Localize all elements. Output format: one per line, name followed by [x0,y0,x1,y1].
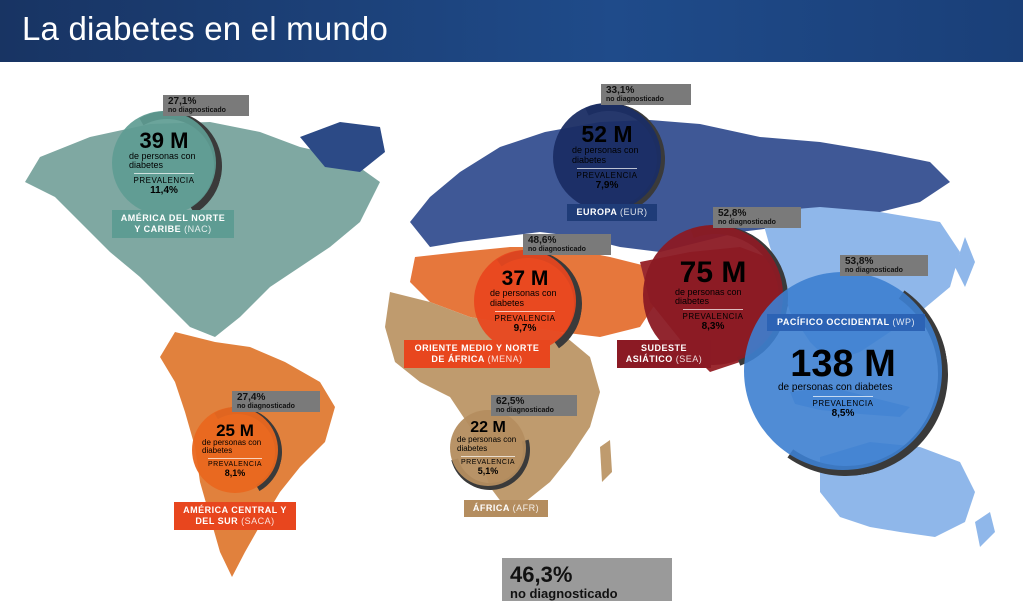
afr-undiagnosed-pct: 62,5% [496,396,525,407]
mena-prevalence-value: 9,7% [513,322,537,334]
sea-region-label: SUDESTE ASIÁTICO (SEA) [617,340,711,368]
nac-count: 39 M [139,127,189,153]
sea-prevalence-value: 8,3% [701,321,725,333]
eur-undiagnosed-label: no diagnosticado [606,96,664,103]
saca-count: 25 M [216,420,254,440]
eur-count: 52 M [581,121,633,148]
saca-region-name: AMÉRICA CENTRAL Y DEL SUR [183,505,287,526]
sea-undiagnosed-badge: 52,8% no diagnosticado [713,207,801,228]
mena-region-code: (MENA) [487,353,523,364]
nac-desc: de personas con diabetes [129,150,196,170]
wp-undiagnosed-badge: 53,8% no diagnosticado [840,255,928,276]
wp-undiagnosed-pct: 53,8% [845,256,874,267]
wp-prevalence-label: PREVALENCIA [812,396,874,408]
saca-region-label: AMÉRICA CENTRAL Y DEL SUR (SACA) [174,502,296,530]
map-madagascar [600,440,612,482]
saca-desc: de personas con diabetes [202,437,262,455]
saca-undiagnosed-label: no diagnosticado [237,403,295,410]
eur-prevalence-value: 7,9% [595,179,619,191]
afr-count: 22 M [470,419,506,437]
map-greenland [300,122,385,172]
nac-bubble: 39 M de personas con diabetes PREVALENCI… [112,111,216,215]
saca-region-code: (SACA) [241,515,275,526]
wp-region-label: PACÍFICO OCCIDENTAL (WP) [767,314,925,331]
mena-undiagnosed-label: no diagnosticado [528,246,586,253]
mena-desc: de personas con diabetes [490,288,557,308]
mena-prevalence-label: PREVALENCIA [494,310,556,323]
eur-region-code: (EUR) [620,207,648,217]
sea-count: 75 M [679,255,747,289]
afr-region-label: ÁFRICA (AFR) [464,500,548,517]
sea-desc: de personas con diabetes [675,286,742,306]
wp-undiagnosed-label: no diagnosticado [845,267,903,274]
nac-region-code: (NAC) [184,223,212,234]
saca-prevalence-value: 8,1% [224,468,246,479]
map-new-zealand [975,512,995,547]
global-undiagnosed-box: 46,3% no diagnosticado [502,558,672,601]
eur-desc: de personas con diabetes [572,145,639,165]
wp-region-code: (WP) [892,317,915,327]
nac-prevalence-value: 11,4% [150,185,178,197]
global-undiagnosed-label: no diagnosticado [510,586,618,601]
eur-undiagnosed-pct: 33,1% [606,85,635,96]
nac-prevalence-label: PREVALENCIA [133,173,195,185]
saca-prevalence-label: PREVALENCIA [208,458,262,468]
afr-region-code: (AFR) [512,503,540,513]
page-title: La diabetes en el mundo [22,10,389,47]
mena-undiagnosed-pct: 48,6% [528,235,557,246]
nac-undiagnosed-badge: 27,1% no diagnosticado [163,95,249,116]
sea-undiagnosed-label: no diagnosticado [718,219,776,226]
wp-region-name: PACÍFICO OCCIDENTAL [776,317,890,327]
header-bar: La diabetes en el mundo [0,0,1023,62]
eur-undiagnosed-badge: 33,1% no diagnosticado [601,84,691,105]
sea-region-code: (SEA) [675,353,703,364]
afr-undiagnosed-badge: 62,5% no diagnosticado [491,395,577,416]
afr-bubble: 22 M de personas con diabetes PREVALENCI… [450,410,526,486]
mena-undiagnosed-badge: 48,6% no diagnosticado [523,234,611,255]
afr-desc: de personas con diabetes [457,435,517,453]
global-undiagnosed-pct: 46,3% [510,562,573,587]
nac-undiagnosed-pct: 27,1% [168,96,197,107]
eur-region-label: EUROPA (EUR) [567,204,657,221]
afr-undiagnosed-label: no diagnosticado [496,407,554,414]
nac-undiagnosed-label: no diagnosticado [168,107,226,114]
wp-prevalence-value: 8,5% [831,408,855,420]
afr-region-name: ÁFRICA [472,503,510,513]
saca-undiagnosed-pct: 27,4% [237,392,266,403]
wp-bubble: 138 M de personas con diabetes PREVALENC… [744,272,942,470]
wp-desc: de personas con diabetes [778,381,893,393]
sea-prevalence-label: PREVALENCIA [682,309,744,321]
mena-bubble: 37 M de personas con diabetes PREVALENCI… [474,250,576,352]
map-japan [955,237,975,287]
mena-region-name: ORIENTE MEDIO Y NORTE DE ÁFRICA [414,343,540,364]
saca-undiagnosed-badge: 27,4% no diagnosticado [232,391,320,412]
afr-prevalence-label: PREVALENCIA [461,455,515,466]
eur-bubble: 52 M de personas con diabetes PREVALENCI… [553,103,661,211]
mena-count: 37 M [501,267,549,291]
mena-region-label: ORIENTE MEDIO Y NORTE DE ÁFRICA (MENA) [404,340,550,368]
wp-count: 138 M [790,342,896,385]
saca-bubble: 25 M de personas con diabetes PREVALENCI… [192,407,278,493]
eur-prevalence-label: PREVALENCIA [576,167,638,180]
sea-undiagnosed-pct: 52,8% [718,208,747,219]
afr-prevalence-value: 5,1% [477,465,499,476]
nac-region-label: AMÉRICA DEL NORTE Y CARIBE (NAC) [112,210,234,238]
eur-region-name: EUROPA [576,207,617,217]
sea-region-name: SUDESTE ASIÁTICO [625,343,687,364]
nac-region-name: AMÉRICA DEL NORTE Y CARIBE [120,213,226,234]
